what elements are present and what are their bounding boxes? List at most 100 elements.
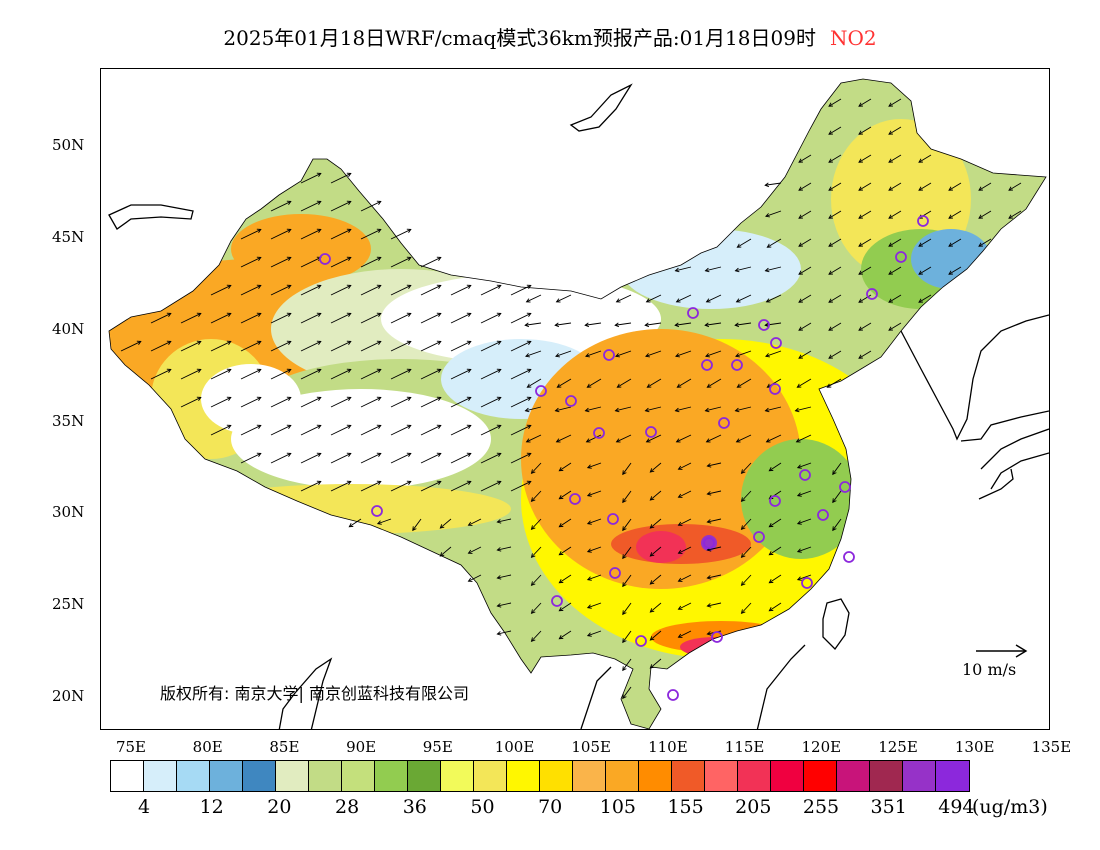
wind-vector [706,462,722,468]
colorbar-swatch [441,761,474,791]
city-marker [866,288,878,300]
wind-vector [734,406,752,413]
colorbar-swatch [837,761,870,791]
wind-vector [330,424,352,436]
wind-vector [828,350,842,359]
colorbar-label: 255 [802,796,840,818]
wind-vector [796,574,812,581]
city-marker [667,689,679,701]
wind-vector [704,266,722,273]
wind-vector [240,452,262,464]
wind-vector [649,518,662,529]
lon-tick-90e: 90E [346,738,377,756]
lon-tick-130e: 130E [954,738,995,756]
wind-vector [677,546,692,554]
wind-vector [676,378,692,388]
wind-vector [858,294,872,303]
lon-tick-125e: 125E [878,738,918,756]
wind-vector [796,378,812,388]
lon-tick-95e: 95E [422,738,453,756]
colorbar-swatch [243,761,276,791]
wind-vector [736,238,752,248]
colorbar-label: 105 [599,796,637,818]
wind-vector [645,350,662,358]
wind-vector [450,312,472,324]
wind-vector [918,266,932,275]
wind-vector [530,462,542,474]
wind-vector [270,256,292,268]
wind-vector-field [120,98,1022,700]
wind-vector [765,350,782,358]
wind-vector [645,294,662,303]
wind-vector [240,228,262,240]
wind-vector [210,368,232,380]
wind-vector [828,154,842,163]
wind-vector [858,210,872,219]
wind-vector [1008,182,1022,191]
wind-vector [888,238,902,247]
wind-vector [390,368,412,380]
wind-vector [586,378,602,388]
wind-vector [622,658,632,672]
wind-vector [828,266,842,275]
wind-vector [330,228,352,240]
wind-vector [948,238,962,247]
wind-vector [586,518,602,525]
lon-tick-110e: 110E [648,738,688,756]
wind-vector [210,396,232,408]
wind-vector [622,462,632,476]
no2-concentration-map[interactable] [101,69,1050,730]
wind-vector [330,200,352,212]
wind-vector [510,480,532,492]
wind-vector [888,182,902,191]
wind-vector [622,630,632,644]
wind-vector [390,312,412,324]
lat-tick-35n: 35N [52,412,85,430]
city-marker [839,481,851,493]
lat-tick-25n: 25N [52,595,85,613]
colorbar-swatch [573,761,606,791]
colorbar-swatch [375,761,408,791]
colorbar-swatch [144,761,177,791]
colorbar-swatch [738,761,771,791]
field-dzungaria-orange [231,214,371,284]
city-marker [551,595,563,607]
title-main: 2025年01月18日WRF/cmaq模式36km预报产品:01月18日09时 [223,26,816,50]
wind-vector [510,452,532,464]
map-frame[interactable] [100,68,1050,730]
wind-vector [858,322,872,331]
wind-vector [360,284,382,296]
copyright-text: 版权所有: 南京大学| 南京创蓝科技有限公司 [160,684,469,703]
title-variable: NO2 [829,26,877,50]
wind-vector [330,340,352,352]
wind-vector [677,462,692,470]
wind-vector [585,350,602,358]
wind-vector [858,154,872,163]
wind-vector [740,490,752,502]
wind-vector [558,490,572,500]
wind-vector [420,312,442,324]
wind-vector [360,228,382,240]
lon-tick-85e: 85E [269,738,300,756]
wind-vector [300,200,322,212]
wind-vector [584,406,602,413]
wind-vector [614,406,632,413]
wind-vector [674,266,692,273]
city-marker [799,469,811,481]
colorbar-label: 4 [137,796,151,818]
wind-vector [360,424,382,436]
wind-vector [828,98,842,107]
wind-vector [360,396,382,408]
wind-vector [180,340,202,352]
wind-vector [420,256,442,268]
wind-vector [649,658,662,669]
wind-vector [480,340,502,352]
wind-vector [360,452,382,464]
wind-vector [530,490,542,502]
wind-vector [832,490,842,504]
colorbar-label: 28 [335,796,360,818]
wind-vector [706,602,722,608]
wind-vector [270,452,292,464]
wind-vector [390,424,412,436]
wind-vector [412,518,422,532]
